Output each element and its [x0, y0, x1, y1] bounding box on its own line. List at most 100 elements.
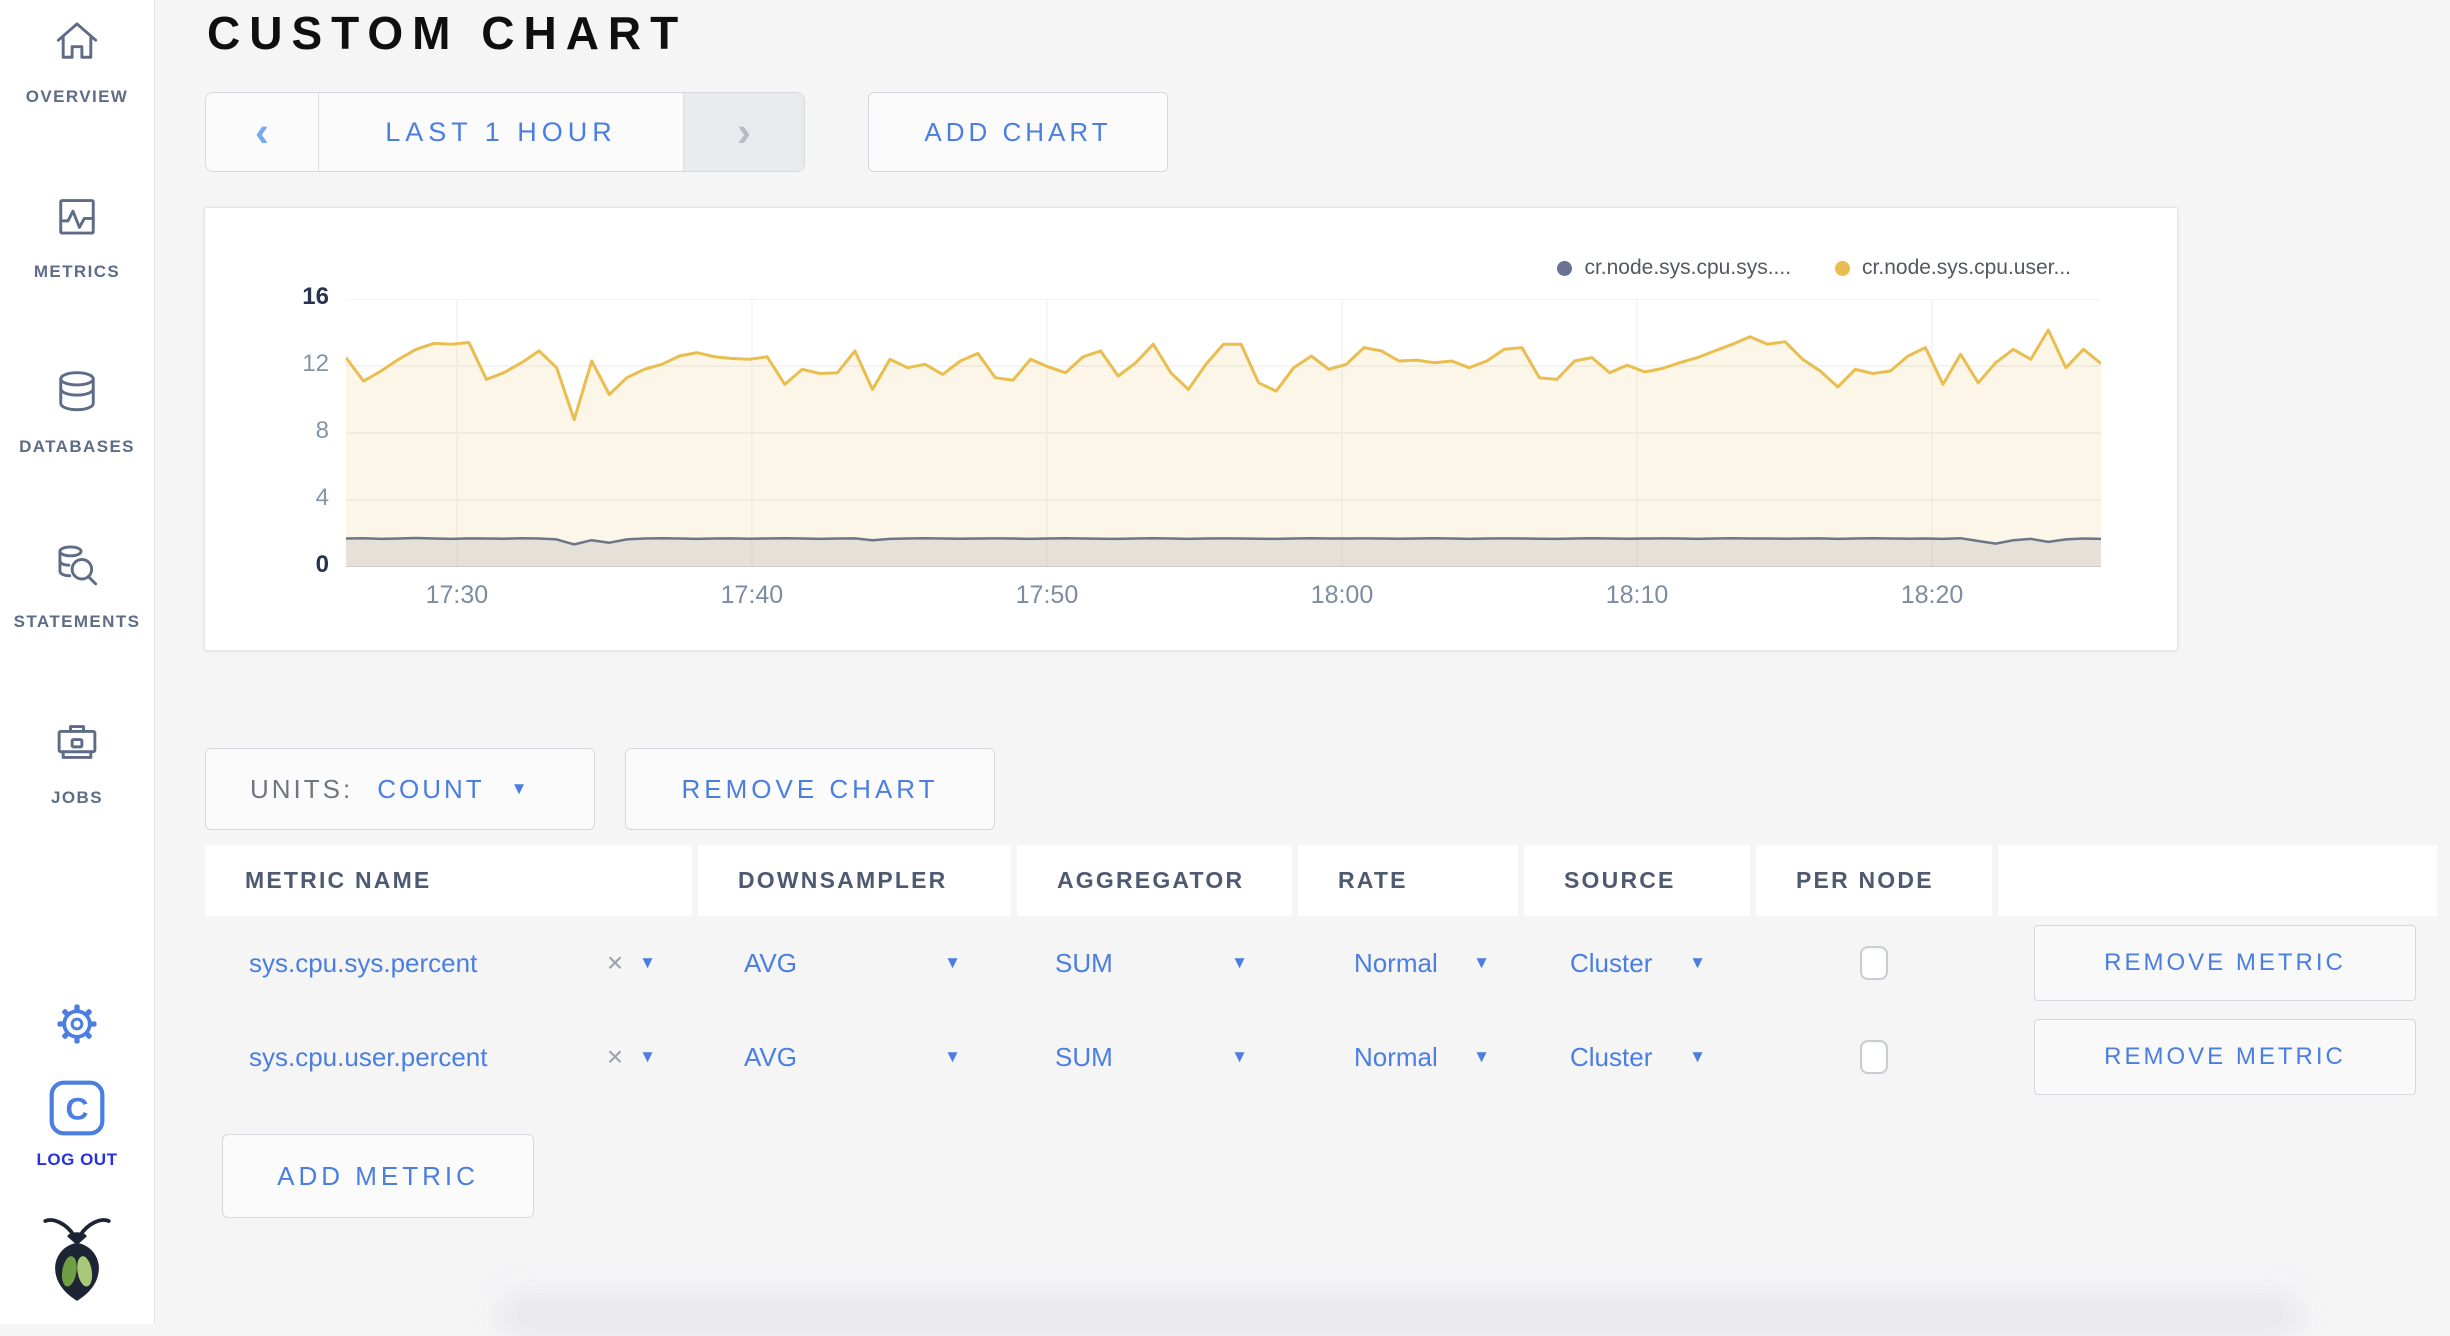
caret-down-icon: ▼ — [510, 779, 532, 798]
caret-down-icon: ▼ — [944, 1047, 961, 1066]
source-value: Cluster — [1570, 1041, 1653, 1072]
metrics-table-header: METRIC NAME DOWNSAMPLER AGGREGATOR RATE … — [205, 845, 2437, 916]
y-tick-label: 12 — [302, 350, 329, 377]
logout-button[interactable]: C LOG OUT — [0, 1078, 154, 1170]
caret-down-icon: ▼ — [1473, 1047, 1490, 1066]
sidebar-item-databases[interactable]: DATABASES — [0, 365, 154, 457]
aggregator-dropdown[interactable]: SUM ▼ — [1017, 1010, 1292, 1104]
x-tick-label: 18:20 — [1900, 581, 1964, 609]
downsampler-value: AVG — [744, 1041, 797, 1072]
clear-metric-icon[interactable]: × — [606, 1041, 624, 1072]
x-tick-label: 17:40 — [720, 581, 784, 609]
actions-cell: REMOVE METRIC — [1998, 916, 2437, 1010]
per-node-checkbox[interactable] — [1860, 946, 1888, 980]
source-dropdown[interactable]: Cluster ▼ — [1524, 1010, 1750, 1104]
aggregator-value: SUM — [1055, 947, 1113, 978]
y-tick-label: 16 — [302, 283, 329, 310]
time-range-selector: ‹ LAST 1 HOUR › — [205, 92, 805, 172]
metric-name-value: sys.cpu.sys.percent — [249, 947, 478, 978]
metrics-chart-icon — [0, 190, 154, 242]
column-header-metric-name: METRIC NAME — [205, 845, 692, 916]
briefcase-icon — [0, 716, 154, 768]
downsampler-dropdown[interactable]: AVG ▼ — [698, 1010, 1011, 1104]
caret-down-icon: ▼ — [1689, 1047, 1706, 1066]
remove-metric-button[interactable]: REMOVE METRIC — [2034, 925, 2416, 1001]
metric-name-value: sys.cpu.user.percent — [249, 1041, 488, 1072]
column-header-rate: RATE — [1298, 845, 1518, 916]
add-metric-button[interactable]: ADD METRIC — [222, 1134, 534, 1218]
per-node-cell — [1756, 916, 1992, 1010]
rate-value: Normal — [1354, 947, 1438, 978]
column-header-aggregator: AGGREGATOR — [1017, 845, 1292, 916]
per-node-cell — [1756, 1010, 1992, 1104]
rate-dropdown[interactable]: Normal ▼ — [1298, 1010, 1518, 1104]
units-label: UNITS: — [250, 773, 354, 804]
caret-down-icon: ▼ — [944, 953, 961, 972]
column-header-actions — [1998, 845, 2437, 916]
time-range-next-button[interactable]: › — [683, 93, 804, 171]
downsampler-dropdown[interactable]: AVG ▼ — [698, 916, 1011, 1010]
chevron-right-icon: › — [737, 108, 751, 155]
y-tick-label: 8 — [315, 417, 329, 444]
caret-down-icon[interactable]: ▼ — [639, 1047, 656, 1066]
database-search-icon — [0, 540, 154, 592]
time-range-prev-button[interactable]: ‹ — [206, 93, 319, 171]
caret-down-icon: ▼ — [1473, 953, 1490, 972]
actions-cell: REMOVE METRIC — [1998, 1010, 2437, 1104]
home-icon — [0, 15, 154, 67]
metric-name-cell[interactable]: sys.cpu.user.percent × ▼ — [205, 1010, 692, 1104]
chart-plot-svg — [346, 299, 2101, 567]
column-header-downsampler: DOWNSAMPLER — [698, 845, 1011, 916]
logout-label: LOG OUT — [36, 1150, 118, 1169]
downsampler-value: AVG — [744, 947, 797, 978]
sidebar-item-label: OVERVIEW — [25, 87, 129, 106]
units-value: COUNT — [377, 773, 485, 804]
caret-down-icon: ▼ — [1231, 1047, 1248, 1066]
table-row: sys.cpu.user.percent × ▼ AVG ▼ SUM ▼ Nor… — [205, 1010, 2437, 1104]
legend-item-user[interactable]: cr.node.sys.cpu.user... — [1835, 256, 2071, 280]
sidebar-item-label: DATABASES — [19, 437, 135, 456]
sidebar-item-overview[interactable]: OVERVIEW — [0, 15, 154, 107]
caret-down-icon: ▼ — [1689, 953, 1706, 972]
x-tick-label: 18:00 — [1310, 581, 1374, 609]
chart-card: cr.node.sys.cpu.sys.... cr.node.sys.cpu.… — [204, 207, 2178, 651]
source-dropdown[interactable]: Cluster ▼ — [1524, 916, 1750, 1010]
source-value: Cluster — [1570, 947, 1653, 978]
legend-label: cr.node.sys.cpu.sys.... — [1584, 256, 1792, 279]
settings-button[interactable] — [0, 1000, 154, 1048]
rate-dropdown[interactable]: Normal ▼ — [1298, 916, 1518, 1010]
column-header-per-node: PER NODE — [1756, 845, 1992, 916]
x-tick-label: 17:50 — [1015, 581, 1079, 609]
database-icon — [0, 365, 154, 417]
caret-down-icon[interactable]: ▼ — [639, 953, 656, 972]
remove-chart-button[interactable]: REMOVE CHART — [625, 748, 995, 830]
clear-metric-icon[interactable]: × — [606, 947, 624, 978]
units-dropdown[interactable]: UNITS: COUNT ▼ — [205, 748, 595, 830]
cockroach-bug-logo — [0, 1210, 154, 1307]
per-node-checkbox[interactable] — [1860, 1040, 1888, 1074]
y-tick-label: 4 — [315, 484, 329, 511]
gear-icon — [0, 1000, 154, 1048]
column-header-source: SOURCE — [1524, 845, 1750, 916]
page-title: CUSTOM CHART — [207, 7, 688, 59]
legend-item-sys[interactable]: cr.node.sys.cpu.sys.... — [1557, 256, 1791, 280]
chevron-left-icon: ‹ — [255, 108, 269, 155]
metric-name-cell[interactable]: sys.cpu.sys.percent × ▼ — [205, 916, 692, 1010]
time-range-dropdown[interactable]: LAST 1 HOUR — [385, 116, 617, 147]
sidebar-item-label: METRICS — [33, 262, 121, 281]
sidebar-item-jobs[interactable]: JOBS — [0, 716, 154, 808]
cockroach-c-icon: C — [0, 1078, 154, 1138]
remove-metric-button[interactable]: REMOVE METRIC — [2034, 1019, 2416, 1095]
table-row: sys.cpu.sys.percent × ▼ AVG ▼ SUM ▼ Norm… — [205, 916, 2437, 1010]
legend-dot — [1557, 260, 1573, 276]
sidebar-item-statements[interactable]: STATEMENTS — [0, 540, 154, 632]
chart-legend: cr.node.sys.cpu.sys.... cr.node.sys.cpu.… — [1557, 256, 2071, 280]
aggregator-value: SUM — [1055, 1041, 1113, 1072]
legend-label: cr.node.sys.cpu.user... — [1862, 256, 2071, 279]
sidebar-item-metrics[interactable]: METRICS — [0, 190, 154, 282]
aggregator-dropdown[interactable]: SUM ▼ — [1017, 916, 1292, 1010]
add-chart-button[interactable]: ADD CHART — [868, 92, 1168, 172]
svg-text:C: C — [65, 1090, 88, 1126]
x-tick-label: 17:30 — [425, 581, 489, 609]
rate-value: Normal — [1354, 1041, 1438, 1072]
